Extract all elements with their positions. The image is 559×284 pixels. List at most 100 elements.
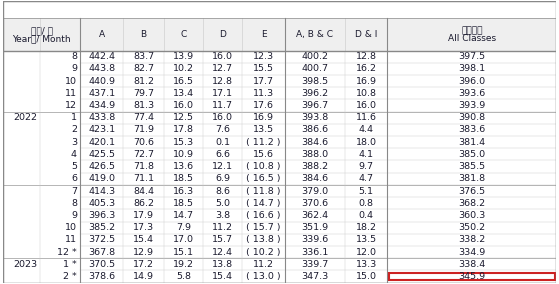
Text: 339.7: 339.7 xyxy=(301,260,329,269)
Text: 381.4: 381.4 xyxy=(458,138,485,147)
Text: 9.7: 9.7 xyxy=(359,162,373,171)
Text: ( 13.0 ): ( 13.0 ) xyxy=(246,272,281,281)
Text: 347.3: 347.3 xyxy=(301,272,329,281)
Text: 15.7: 15.7 xyxy=(212,235,233,244)
Text: 6.9: 6.9 xyxy=(215,174,230,183)
Text: 18.2: 18.2 xyxy=(356,223,377,232)
Text: 414.3: 414.3 xyxy=(88,187,115,195)
Text: 443.8: 443.8 xyxy=(88,64,115,74)
Text: 82.7: 82.7 xyxy=(133,64,154,74)
Text: 388.0: 388.0 xyxy=(301,150,329,159)
Bar xyxy=(3,18,556,51)
Text: 5.8: 5.8 xyxy=(176,272,191,281)
Text: 362.4: 362.4 xyxy=(301,211,329,220)
Text: 383.6: 383.6 xyxy=(458,126,485,135)
Text: 11.3: 11.3 xyxy=(253,89,274,98)
Text: 所有類別: 所有類別 xyxy=(461,26,482,35)
Text: A: A xyxy=(99,30,105,39)
Text: 384.6: 384.6 xyxy=(301,174,329,183)
Text: 7.6: 7.6 xyxy=(215,126,230,135)
Text: ( 16.5 ): ( 16.5 ) xyxy=(246,174,281,183)
Text: 1 *: 1 * xyxy=(63,260,77,269)
Text: 12: 12 xyxy=(65,101,77,110)
Text: 0.8: 0.8 xyxy=(359,199,373,208)
Text: 16.3: 16.3 xyxy=(173,187,194,195)
Text: 17.6: 17.6 xyxy=(253,101,274,110)
Text: 17.1: 17.1 xyxy=(212,89,233,98)
Text: 6.6: 6.6 xyxy=(215,150,230,159)
Text: 386.6: 386.6 xyxy=(301,126,329,135)
Text: 71.1: 71.1 xyxy=(133,174,154,183)
Text: 7: 7 xyxy=(71,187,77,195)
Text: 4.7: 4.7 xyxy=(359,174,373,183)
Text: 12.1: 12.1 xyxy=(212,162,233,171)
Text: 400.2: 400.2 xyxy=(301,52,329,61)
Text: 9: 9 xyxy=(71,64,77,74)
Text: 15.6: 15.6 xyxy=(253,150,274,159)
Text: 12.9: 12.9 xyxy=(133,248,154,256)
Text: 12.8: 12.8 xyxy=(212,77,233,86)
Text: 393.6: 393.6 xyxy=(458,89,485,98)
Text: 360.3: 360.3 xyxy=(458,211,485,220)
Text: 16.5: 16.5 xyxy=(173,77,194,86)
Text: D & I: D & I xyxy=(355,30,377,39)
Text: A, B & C: A, B & C xyxy=(296,30,333,39)
Text: 381.8: 381.8 xyxy=(458,174,485,183)
Text: 0.4: 0.4 xyxy=(359,211,373,220)
Text: 396.0: 396.0 xyxy=(458,77,485,86)
Text: ( 11.8 ): ( 11.8 ) xyxy=(246,187,281,195)
Text: 338.4: 338.4 xyxy=(458,260,485,269)
Text: 376.5: 376.5 xyxy=(458,187,485,195)
Text: 6: 6 xyxy=(71,174,77,183)
Text: 17.0: 17.0 xyxy=(173,235,194,244)
Text: 17.7: 17.7 xyxy=(253,77,274,86)
Text: 350.2: 350.2 xyxy=(458,223,485,232)
Text: 339.6: 339.6 xyxy=(301,235,329,244)
Text: 13.9: 13.9 xyxy=(173,52,194,61)
Text: 18.0: 18.0 xyxy=(356,138,377,147)
Text: 11: 11 xyxy=(65,235,77,244)
Text: 338.2: 338.2 xyxy=(458,235,485,244)
Text: 11.2: 11.2 xyxy=(253,260,274,269)
Text: 334.9: 334.9 xyxy=(458,248,485,256)
Text: 0.1: 0.1 xyxy=(215,138,230,147)
Text: 16.9: 16.9 xyxy=(253,113,274,122)
Text: 390.8: 390.8 xyxy=(458,113,485,122)
Text: 388.2: 388.2 xyxy=(301,162,329,171)
Text: 13.8: 13.8 xyxy=(212,260,233,269)
Text: 18.5: 18.5 xyxy=(173,174,194,183)
Text: 15.3: 15.3 xyxy=(173,138,194,147)
Text: ( 11.2 ): ( 11.2 ) xyxy=(246,138,281,147)
Text: D: D xyxy=(219,30,226,39)
Text: 398.1: 398.1 xyxy=(458,64,485,74)
Text: 420.1: 420.1 xyxy=(88,138,115,147)
Text: E: E xyxy=(260,30,266,39)
Text: 10.8: 10.8 xyxy=(356,89,377,98)
Text: 81.3: 81.3 xyxy=(133,101,154,110)
Text: 396.7: 396.7 xyxy=(301,101,329,110)
Text: 425.5: 425.5 xyxy=(88,150,115,159)
Text: 379.0: 379.0 xyxy=(301,187,329,195)
Text: 385.5: 385.5 xyxy=(458,162,485,171)
Text: 12.7: 12.7 xyxy=(212,64,233,74)
Text: ( 15.7 ): ( 15.7 ) xyxy=(246,223,281,232)
Text: 13.6: 13.6 xyxy=(173,162,194,171)
Text: 12.8: 12.8 xyxy=(356,52,377,61)
Text: 400.7: 400.7 xyxy=(301,64,329,74)
Text: 11.6: 11.6 xyxy=(356,113,377,122)
Text: 11: 11 xyxy=(65,89,77,98)
Text: 2 *: 2 * xyxy=(63,272,77,281)
Text: 11.2: 11.2 xyxy=(212,223,233,232)
Text: 398.5: 398.5 xyxy=(301,77,329,86)
Text: 384.6: 384.6 xyxy=(301,138,329,147)
Text: 8: 8 xyxy=(71,52,77,61)
Text: 83.7: 83.7 xyxy=(133,52,154,61)
Text: 16.0: 16.0 xyxy=(356,101,377,110)
Text: 385.0: 385.0 xyxy=(458,150,485,159)
Text: 8: 8 xyxy=(71,199,77,208)
Text: 351.9: 351.9 xyxy=(301,223,329,232)
Text: 393.9: 393.9 xyxy=(458,101,485,110)
Text: 370.6: 370.6 xyxy=(301,199,329,208)
Text: Year　/ Month: Year / Month xyxy=(12,34,71,43)
Text: 70.6: 70.6 xyxy=(133,138,154,147)
